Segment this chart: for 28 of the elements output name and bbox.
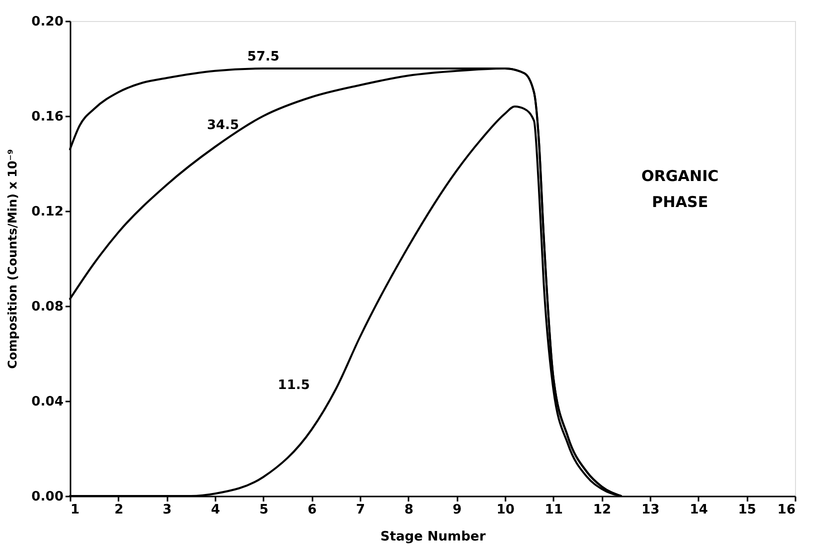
x-tick-label: 2 (114, 502, 124, 518)
y-tick-label: 0.16 (31, 110, 64, 124)
y-tick-label: 0.08 (31, 300, 64, 314)
series-label: 57.5 (247, 50, 280, 64)
x-tick-label: 4 (210, 502, 220, 518)
x-tick-label: 8 (404, 502, 414, 518)
x-tick-label: 10 (496, 502, 515, 518)
x-tick-label: 9 (452, 502, 462, 518)
x-tick-label: 3 (162, 502, 172, 518)
series-label: 34.5 (206, 118, 240, 133)
series-label: 11.5 (278, 378, 310, 394)
x-tick-label: 11 (544, 502, 563, 518)
y-axis-title: Composition (Counts/Min) x 10⁻⁹ (5, 149, 20, 369)
y-tick-label: 0.00 (31, 490, 64, 504)
y-tick-label: 0.04 (31, 394, 64, 410)
x-tick-label: 16 (777, 502, 796, 518)
x-tick-label: 15 (738, 502, 756, 518)
x-tick-label: 12 (593, 502, 612, 518)
x-tick-label: 7 (356, 502, 366, 518)
y-tick-label: 0.20 (31, 14, 64, 30)
x-tick-label: 6 (308, 502, 317, 518)
x-tick-label: 5 (259, 502, 268, 518)
y-tick-label: 0.12 (31, 204, 64, 220)
x-axis-title: Stage Number (380, 530, 486, 544)
annotation: ORGANIC PHASE (641, 167, 719, 211)
x-tick-label: 1 (70, 502, 80, 518)
x-tick-label: 13 (641, 502, 660, 518)
x-tick-label: 14 (690, 502, 708, 518)
